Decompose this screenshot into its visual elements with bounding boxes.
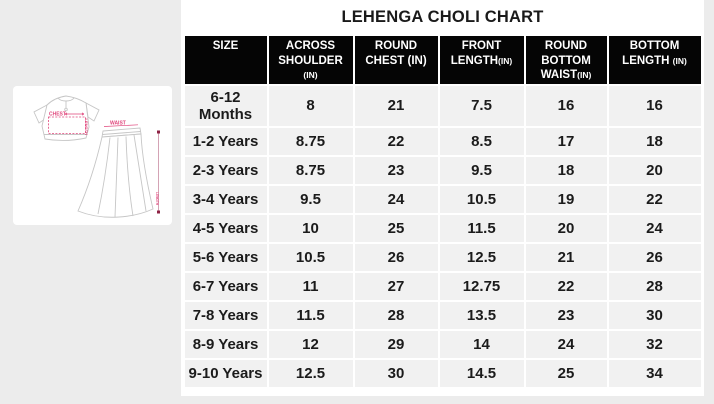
value-cell: 28: [354, 302, 438, 329]
size-cell: 6-7 Years: [184, 273, 267, 300]
column-header-round-bottom-waist: ROUND BOTTOM WAIST(IN): [525, 36, 607, 84]
size-cell: 8-9 Years: [184, 331, 267, 358]
value-cell: 14: [439, 331, 524, 358]
size-cell: 6-12 Months: [184, 86, 267, 126]
value-cell: 14.5: [439, 360, 524, 387]
chest-dashed-box: [48, 116, 86, 134]
table-row: 6-7 Years 11 27 12.75 22 28: [184, 273, 701, 300]
value-cell: 32: [608, 331, 701, 358]
length-line-bottom-dot: [157, 210, 160, 214]
column-header-round-chest: ROUND CHEST (IN): [354, 36, 438, 84]
value-cell: 10.5: [268, 244, 353, 271]
value-cell: 26: [608, 244, 701, 271]
value-cell: 10: [268, 215, 353, 242]
value-cell: 16: [525, 86, 607, 126]
value-cell: 12.75: [439, 273, 524, 300]
chart-panel: LEHENGA CHOLI CHART SIZE ACROSS SHOULDER (I…: [181, 0, 704, 396]
skirt-length-label: LENGTH: [155, 192, 159, 206]
value-cell: 18: [608, 128, 701, 155]
table-row: 8-9 Years 12 29 14 24 32: [184, 331, 701, 358]
value-cell: 28: [608, 273, 701, 300]
value-cell: 7.5: [439, 86, 524, 126]
value-cell: 25: [354, 215, 438, 242]
size-cell: 4-5 Years: [184, 215, 267, 242]
value-cell: 20: [525, 215, 607, 242]
value-cell: 11.5: [268, 302, 353, 329]
table-row: 3-4 Years 9.5 24 10.5 19 22: [184, 186, 701, 213]
skirt-measurements: WAIST LENGTH: [103, 121, 160, 214]
value-cell: 20: [608, 157, 701, 184]
header-row: SIZE ACROSS SHOULDER (IN) ROUND CHEST (IN) FRO…: [184, 36, 701, 84]
choli-measurements: CHEST LENGTH: [48, 112, 89, 136]
value-cell: 24: [608, 215, 701, 242]
size-cell: 1-2 Years: [184, 128, 267, 155]
value-cell: 9.5: [268, 186, 353, 213]
value-cell: 21: [354, 86, 438, 126]
size-cell: 9-10 Years: [184, 360, 267, 387]
value-cell: 8.75: [268, 128, 353, 155]
value-cell: 30: [354, 360, 438, 387]
waist-arrow: [103, 124, 139, 127]
value-cell: 11: [268, 273, 353, 300]
value-cell: 8.75: [268, 157, 353, 184]
lehenga-skirt-sketch: [77, 127, 154, 218]
value-cell: 18: [525, 157, 607, 184]
value-cell: 17: [525, 128, 607, 155]
column-header-across-shoulder: ACROSS SHOULDER (IN): [268, 36, 353, 84]
column-header-bottom-length: BOTTOM LENGTH (IN): [608, 36, 701, 84]
value-cell: 12: [268, 331, 353, 358]
value-cell: 8.5: [439, 128, 524, 155]
value-cell: 29: [354, 331, 438, 358]
value-cell: 25: [525, 360, 607, 387]
table-row: 4-5 Years 10 25 11.5 20 24: [184, 215, 701, 242]
column-header-front-length: FRONT LENGTH(IN): [439, 36, 524, 84]
value-cell: 12.5: [268, 360, 353, 387]
table-header: SIZE ACROSS SHOULDER (IN) ROUND CHEST (IN) FRO…: [184, 36, 701, 84]
value-cell: 8: [268, 86, 353, 126]
value-cell: 22: [608, 186, 701, 213]
table-row: 7-8 Years 11.5 28 13.5 23 30: [184, 302, 701, 329]
value-cell: 30: [608, 302, 701, 329]
size-table-body: 6-12 Months 8 21 7.5 16 16 1-2 Years 8.75 22 8.5 1…: [184, 86, 701, 387]
lehenga-choli-sketch-card: CHEST LENGTH WAIST: [13, 86, 172, 225]
value-cell: 26: [354, 244, 438, 271]
value-cell: 27: [354, 273, 438, 300]
value-cell: 13.5: [439, 302, 524, 329]
table-row: 6-12 Months 8 21 7.5 16 16: [184, 86, 701, 126]
value-cell: 19: [525, 186, 607, 213]
column-header-size: SIZE: [184, 36, 267, 84]
value-cell: 24: [525, 331, 607, 358]
lehenga-choli-sketch: CHEST LENGTH WAIST: [33, 95, 160, 218]
chest-arrow: [64, 112, 85, 116]
value-cell: 12.5: [439, 244, 524, 271]
value-cell: 22: [525, 273, 607, 300]
value-cell: 16: [608, 86, 701, 126]
value-cell: 24: [354, 186, 438, 213]
table-row: 2-3 Years 8.75 23 9.5 18 20: [184, 157, 701, 184]
value-cell: 9.5: [439, 157, 524, 184]
chest-label: CHEST: [49, 112, 66, 118]
value-cell: 23: [525, 302, 607, 329]
size-cell: 7-8 Years: [184, 302, 267, 329]
length-line-top-dot: [157, 130, 160, 134]
choli-top-sketch: [33, 95, 100, 141]
value-cell: 34: [608, 360, 701, 387]
value-cell: 11.5: [439, 215, 524, 242]
waist-label: WAIST: [110, 121, 126, 127]
chart-title: LEHENGA CHOLI CHART: [341, 8, 544, 26]
top-length-label: LENGTH: [84, 119, 89, 136]
size-chart-table: SIZE ACROSS SHOULDER (IN) ROUND CHEST (IN) FRO…: [182, 34, 703, 389]
size-cell: 2-3 Years: [184, 157, 267, 184]
value-cell: 10.5: [439, 186, 524, 213]
table-row: 5-6 Years 10.5 26 12.5 21 26: [184, 244, 701, 271]
size-cell: 3-4 Years: [184, 186, 267, 213]
value-cell: 21: [525, 244, 607, 271]
table-row: 1-2 Years 8.75 22 8.5 17 18: [184, 128, 701, 155]
value-cell: 23: [354, 157, 438, 184]
size-cell: 5-6 Years: [184, 244, 267, 271]
value-cell: 22: [354, 128, 438, 155]
table-row: 9-10 Years 12.5 30 14.5 25 34: [184, 360, 701, 387]
